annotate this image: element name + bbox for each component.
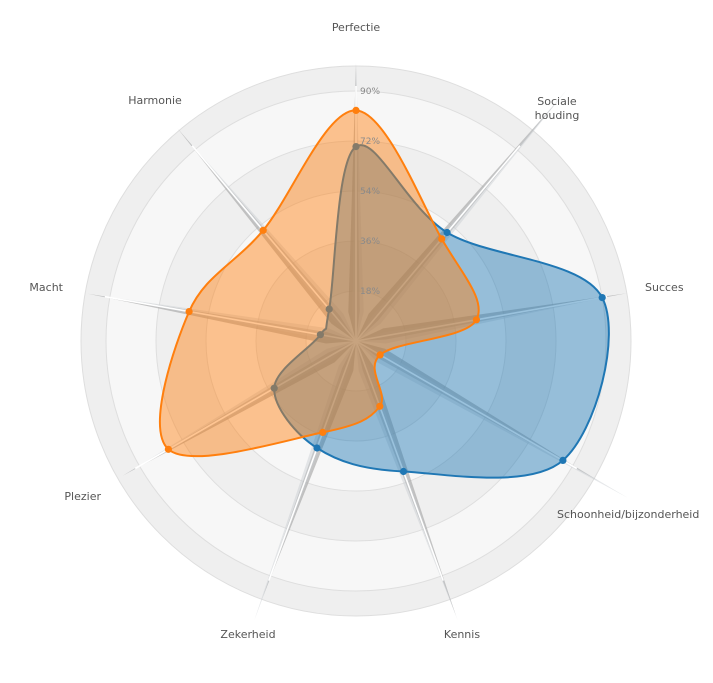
series-1-point-2[interactable] (472, 316, 480, 324)
spike-1-0 (352, 66, 364, 341)
tick-label: 72% (360, 137, 380, 147)
series-1-point-5[interactable] (319, 428, 327, 436)
series-1-point-4[interactable] (376, 402, 384, 410)
tick-label: 18% (360, 287, 380, 297)
axis-label-4: Kennis (444, 628, 480, 641)
axis-label-0: Perfectie (332, 21, 381, 34)
series-0-point-6[interactable] (270, 384, 278, 392)
axis-line (355, 340, 444, 581)
series-area-1 (159, 109, 480, 458)
series-0-point-5[interactable] (313, 444, 321, 452)
series-0-point-2[interactable] (598, 294, 606, 302)
axis-line (104, 295, 357, 342)
axis-label-2: Succes (645, 281, 684, 294)
axis-label-5: Zekerheid (220, 628, 275, 641)
series-0-point-8[interactable] (325, 305, 333, 313)
series-1-point-7[interactable] (185, 308, 193, 316)
axis-label-7: Macht (29, 281, 63, 294)
series-1-point-1[interactable] (438, 235, 446, 243)
series-0-point-0[interactable] (352, 143, 360, 151)
axis-label-3: Schoonheid/bijzonderheid (557, 508, 699, 521)
axis-label-1: Sociale houding (535, 95, 580, 122)
tick-label: 36% (360, 237, 380, 247)
series-0-point-7[interactable] (316, 331, 324, 339)
axis-label-8: Harmonie (128, 94, 182, 107)
axis-line (355, 295, 608, 342)
series-0-point-1[interactable] (443, 228, 451, 237)
series-layer (159, 106, 610, 479)
axis-labels: Perfectie Sociale houding Succes Schoonheid/… (29, 21, 699, 641)
series-1-point-8[interactable] (259, 226, 267, 234)
tick-label: 54% (360, 187, 380, 197)
axis-line (268, 340, 357, 581)
axis-line (355, 340, 578, 470)
series-1-point-6[interactable] (164, 445, 172, 453)
tick-labels: 18% 36% 54% 72% 90% (360, 87, 380, 297)
series-0-point-3[interactable] (559, 456, 567, 464)
axis-line (134, 340, 357, 470)
tick-label: 90% (360, 87, 380, 97)
axis-label-6: Plezier (64, 490, 101, 503)
series-1-point-0[interactable] (352, 106, 360, 114)
series-0-point-4[interactable] (399, 467, 408, 476)
axis-line (355, 145, 521, 342)
spike-0-0 (348, 63, 360, 341)
series-1-point-3[interactable] (376, 351, 384, 359)
